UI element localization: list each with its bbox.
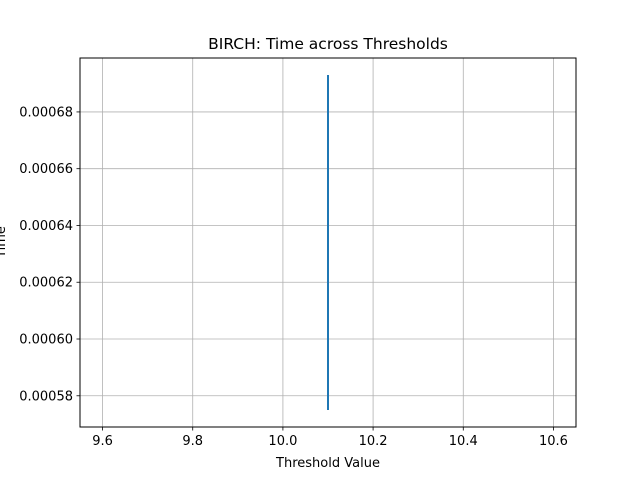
x-tick-label: 9.8 — [182, 434, 203, 449]
chart-title: BIRCH: Time across Thresholds — [208, 35, 448, 53]
y-tick-label: 0.00058 — [19, 389, 73, 404]
y-tick-label: 0.00062 — [19, 276, 73, 291]
y-tick-label: 0.00064 — [19, 219, 73, 234]
x-tick-label: 10.6 — [539, 434, 568, 449]
plot-area-frame — [79, 57, 577, 428]
y-tick-label: 0.00066 — [19, 162, 73, 177]
x-tick-label: 10.0 — [268, 434, 297, 449]
x-tick-label: 10.2 — [359, 434, 388, 449]
y-tick-label: 0.00060 — [19, 333, 73, 348]
y-tick-label: 0.00068 — [19, 105, 73, 120]
y-axis: 0.00058 0.00060 0.00062 0.00064 0.00066 0.000… — [19, 105, 80, 404]
x-tick-label: 10.4 — [449, 434, 478, 449]
x-tick-label: 9.6 — [92, 434, 113, 449]
x-axis-title: Threshold Value — [275, 456, 380, 471]
x-axis: 9.6 9.8 10.0 10.2 10.4 10.6 — [92, 427, 568, 449]
y-axis-title: Time — [0, 226, 9, 259]
